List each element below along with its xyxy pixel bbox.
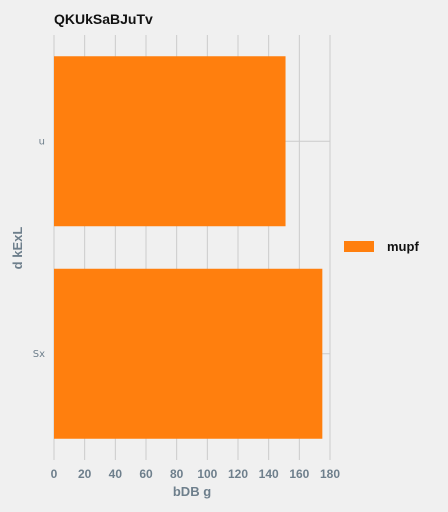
- bars: [54, 56, 323, 439]
- y-axis-ticks: u Sx: [33, 136, 45, 360]
- x-tick-label: 120: [228, 467, 248, 481]
- x-tick-label: 40: [109, 467, 123, 481]
- legend-swatch-mupf: [344, 241, 374, 252]
- bar-Sx: [54, 268, 323, 439]
- y-tick-label: Sx: [33, 349, 45, 360]
- bar-u: [54, 56, 286, 227]
- y-tick-label: u: [39, 136, 45, 147]
- x-tick-label: 160: [289, 467, 309, 481]
- chart-title: QKUkSaBJuTv: [54, 11, 153, 27]
- x-tick-label: 0: [51, 467, 58, 481]
- x-tick-label: 140: [259, 467, 279, 481]
- x-tick-label: 60: [139, 467, 153, 481]
- x-tick-label: 180: [320, 467, 340, 481]
- x-tick-label: 20: [78, 467, 92, 481]
- x-tick-label: 80: [170, 467, 184, 481]
- legend-label-mupf: mupf: [387, 239, 419, 254]
- legend: mupf: [344, 239, 419, 254]
- x-axis-ticks: 0 20 40 60 80 100 120 140 160 180: [51, 467, 341, 481]
- y-axis-title: d kExL: [10, 227, 25, 270]
- x-tick-label: 100: [197, 467, 217, 481]
- x-axis-title: bDB g: [173, 484, 211, 499]
